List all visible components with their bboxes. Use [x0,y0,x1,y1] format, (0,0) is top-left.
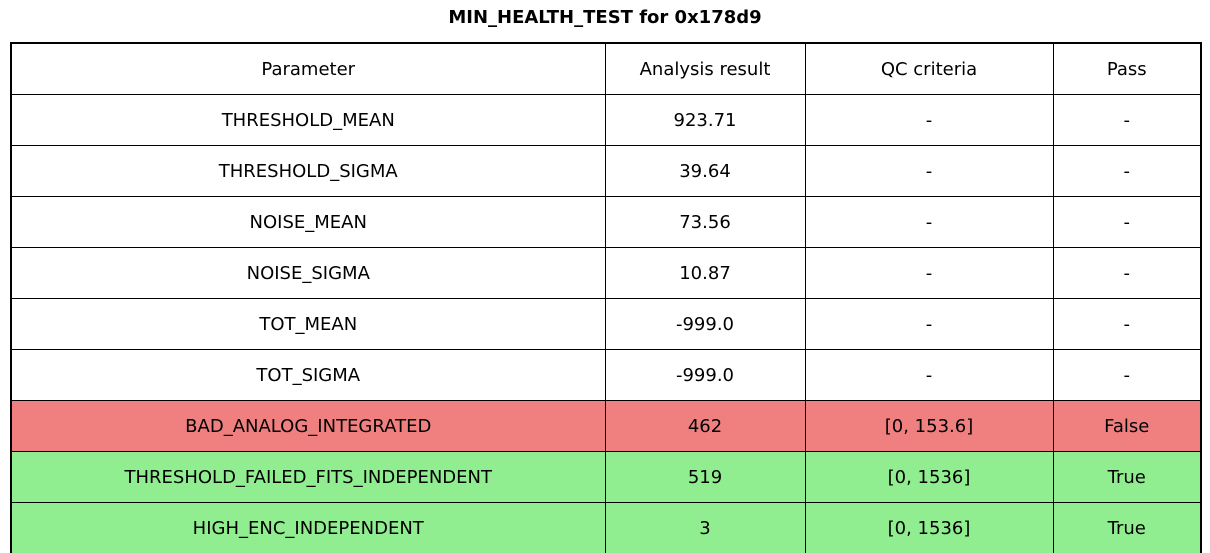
cell-analysis-result: 3 [604,502,806,553]
header-row: Parameter Analysis result QC criteria Pa… [10,42,1202,95]
cell-qc-criteria: [0, 1536] [804,502,1054,553]
cell-analysis-result: 519 [604,451,806,503]
table-row: NOISE_MEAN 73.56- - [10,196,1202,248]
cell-analysis-result: 10.87 [604,247,806,299]
table-row: BAD_ANALOG_INTEGRATED 462 [0, 153.6] False [10,400,1202,452]
cell-pass: False [1052,400,1202,452]
column-header-pass: Pass [1052,42,1202,95]
table-row: NOISE_SIGMA 10.87- - [10,247,1202,299]
cell-pass: - [1052,94,1202,146]
cell-parameter: THRESHOLD_SIGMA [10,145,606,197]
cell-qc-criteria: [0, 1536] [804,451,1054,503]
cell-analysis-result: -999.0 [604,298,806,350]
cell-parameter: THRESHOLD_MEAN [10,94,606,146]
cell-parameter: TOT_MEAN [10,298,606,350]
cell-qc-criteria: - [804,196,1054,248]
table-row: THRESHOLD_FAILED_FITS_INDEPENDENT 519 [0, … [10,451,1202,503]
cell-pass: - [1052,298,1202,350]
qc-results-table: Parameter Analysis result QC criteria Pa… [10,42,1202,553]
cell-pass: - [1052,145,1202,197]
cell-qc-criteria: - [804,94,1054,146]
cell-qc-criteria: - [804,298,1054,350]
column-header-qc-criteria: QC criteria [804,42,1054,95]
column-header-parameter: Parameter [10,42,606,95]
cell-parameter: NOISE_SIGMA [10,247,606,299]
cell-analysis-result: -999.0 [604,349,806,401]
cell-parameter: TOT_SIGMA [10,349,606,401]
cell-analysis-result: 462 [604,400,806,452]
cell-analysis-result: 923.71 [604,94,806,146]
cell-parameter: NOISE_MEAN [10,196,606,248]
cell-pass: - [1052,196,1202,248]
cell-pass: True [1052,502,1202,553]
cell-qc-criteria: - [804,349,1054,401]
column-header-analysis-result: Analysis result [604,42,806,95]
cell-qc-criteria: - [804,247,1054,299]
table-row: TOT_SIGMA -999.0- - [10,349,1202,401]
cell-pass: - [1052,247,1202,299]
cell-analysis-result: 73.56 [604,196,806,248]
cell-parameter: BAD_ANALOG_INTEGRATED [10,400,606,452]
cell-parameter: HIGH_ENC_INDEPENDENT [10,502,606,553]
cell-pass: - [1052,349,1202,401]
table-row: TOT_MEAN -999.0- - [10,298,1202,350]
cell-pass: True [1052,451,1202,503]
page-title: MIN_HEALTH_TEST for 0x178d9 [448,7,762,28]
cell-analysis-result: 39.64 [604,145,806,197]
table-row: THRESHOLD_MEAN 923.71- - [10,94,1202,146]
cell-parameter: THRESHOLD_FAILED_FITS_INDEPENDENT [10,451,606,503]
table-row: HIGH_ENC_INDEPENDENT 3 [0, 1536] True [10,502,1202,553]
cell-qc-criteria: [0, 153.6] [804,400,1054,452]
table-row: THRESHOLD_SIGMA 39.64- - [10,145,1202,197]
table-body: THRESHOLD_MEAN 923.71- - THRESHOLD_SIGMA 39.… [10,94,1202,553]
cell-qc-criteria: - [804,145,1054,197]
